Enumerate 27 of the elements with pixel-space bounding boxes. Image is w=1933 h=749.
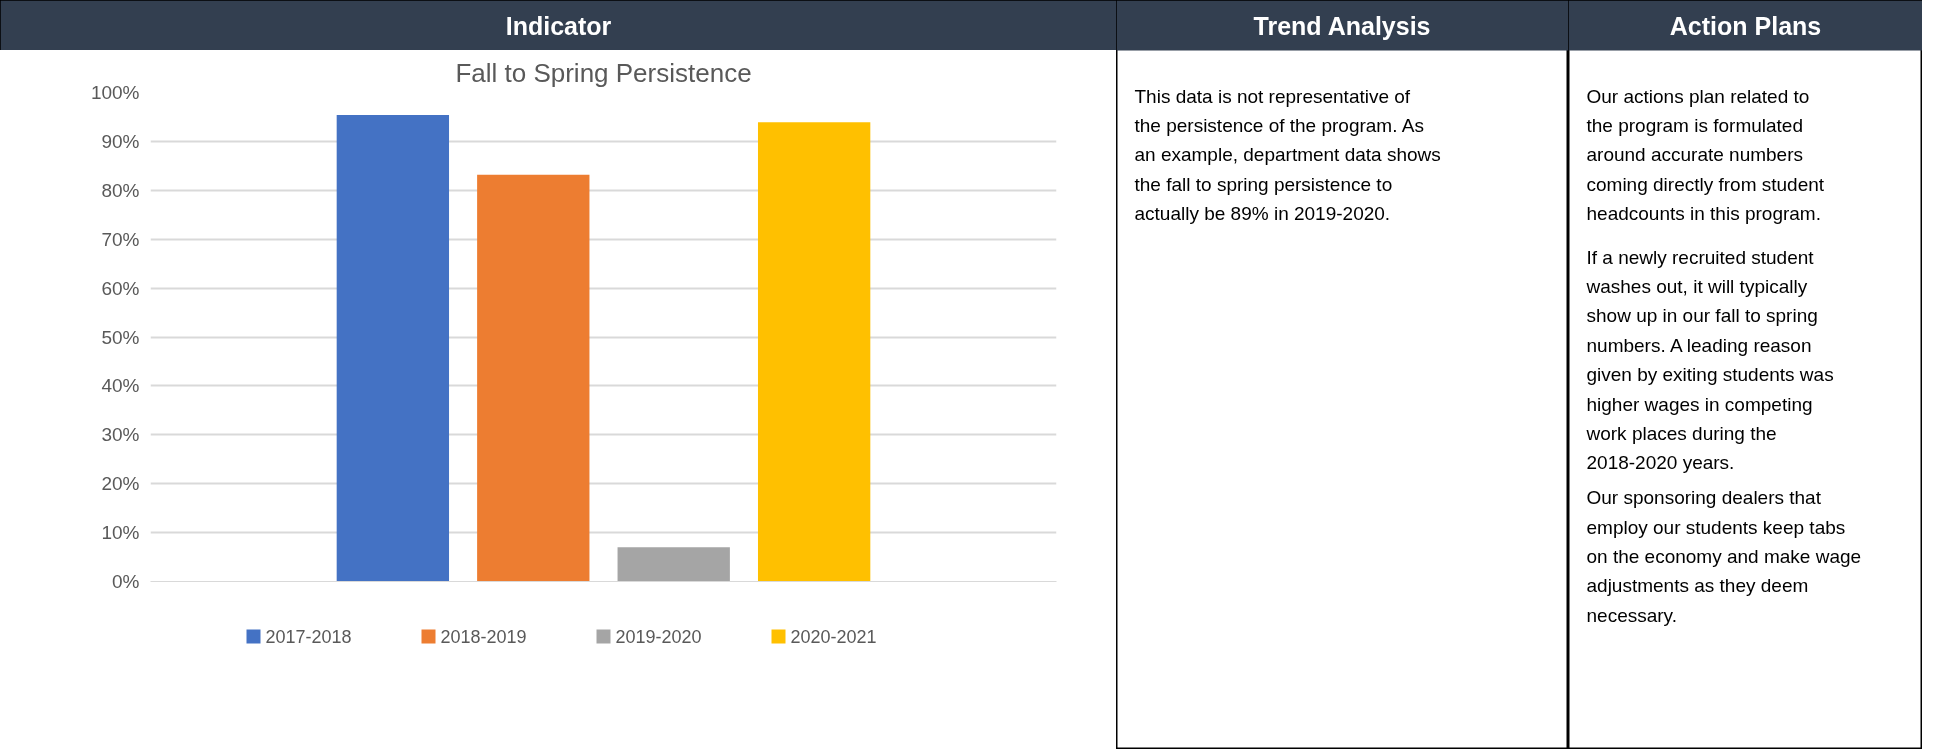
legend-label: 2019-2020 <box>615 627 702 647</box>
y-tick-label: 60% <box>101 277 140 299</box>
y-tick-label: 30% <box>101 424 140 446</box>
y-tick-label: 20% <box>101 473 140 495</box>
chart-title: Fall to Spring Persistence <box>455 57 752 88</box>
text: If a newly recruited student washes out, it will typically show up in our fall to spring numbers. A leading reason given by exiting students was higher wages in competing work places during the 2018-2020 years. <box>1585 246 1834 474</box>
text: This data is not representative of the persistence of the program. As an example, department data shows the fall to spring persistence to actually be 89% in 2019-2020. <box>1134 85 1441 225</box>
legend-label: 2020-2021 <box>790 627 877 647</box>
y-tick-label: 70% <box>101 228 140 250</box>
bar <box>336 114 450 582</box>
text: Trend Analysis <box>1253 11 1431 40</box>
bar <box>477 174 590 582</box>
text: Our sponsoring dealers that employ our students keep tabs on the economy and make wage adjustments as they deem necessary. <box>1586 487 1862 626</box>
legend-label: 2017-2018 <box>265 627 352 647</box>
y-tick-label: 10% <box>101 522 140 544</box>
y-tick-label: 100% <box>90 82 140 103</box>
text: Indicator <box>505 11 612 40</box>
y-tick-label: 0% <box>112 571 140 592</box>
legend-label: 2018-2019 <box>440 627 527 647</box>
y-tick-label: 50% <box>101 326 140 348</box>
text: Our actions plan related to the program is formulated around accurate numbers coming directly from student headcounts in this program. <box>1586 85 1825 225</box>
y-tick-label: 90% <box>101 130 140 152</box>
bar <box>617 547 730 582</box>
bar <box>757 122 871 582</box>
y-tick-label: 40% <box>101 375 140 397</box>
y-tick-label: 80% <box>101 179 140 201</box>
text: Action Plans <box>1669 11 1822 40</box>
